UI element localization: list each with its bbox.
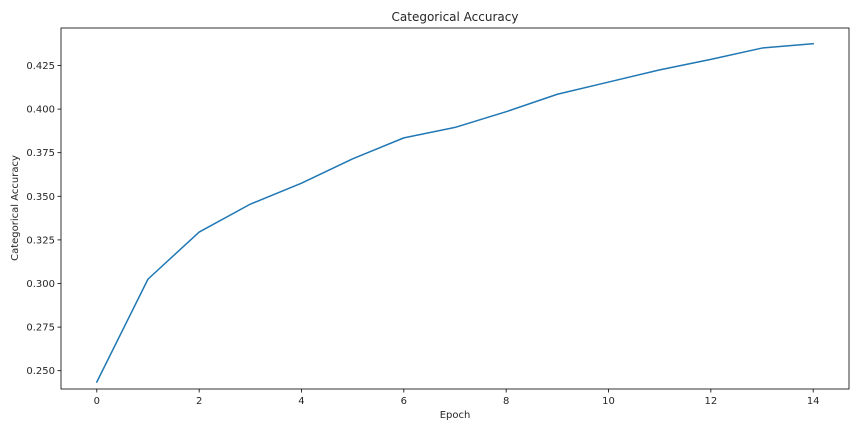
y-axis-ticks: 0.250 0.275 0.300 0.325 0.350 0.375 0.400 0.425 bbox=[26, 61, 61, 377]
series-line bbox=[95, 42, 814, 384]
chart-title: Categorical Accuracy bbox=[392, 10, 519, 24]
x-tick-label: 14 bbox=[807, 396, 820, 407]
y-tick-label: 0.275 bbox=[26, 323, 55, 334]
x-tick-label: 12 bbox=[704, 396, 717, 407]
plot-frame bbox=[60, 27, 850, 390]
y-tick-label: 0.325 bbox=[26, 235, 55, 246]
x-tick-label: 2 bbox=[196, 396, 202, 407]
y-tick-label: 0.350 bbox=[26, 192, 55, 203]
x-tick-label: 0 bbox=[94, 396, 100, 407]
x-tick-label: 6 bbox=[401, 396, 407, 407]
x-tick-label: 4 bbox=[298, 396, 304, 407]
y-tick-label: 0.425 bbox=[26, 61, 55, 72]
x-axis-label: Epoch bbox=[440, 410, 471, 421]
plot-area bbox=[95, 42, 814, 384]
y-tick-label: 0.400 bbox=[26, 105, 55, 116]
y-axis-label: Categorical Accuracy bbox=[10, 155, 21, 261]
x-tick-label: 10 bbox=[602, 396, 615, 407]
x-tick-label: 8 bbox=[503, 396, 509, 407]
x-axis-ticks: 0 2 4 6 8 10 12 14 bbox=[94, 389, 820, 407]
y-tick-label: 0.250 bbox=[26, 366, 55, 377]
y-tick-label: 0.375 bbox=[26, 148, 55, 159]
y-tick-label: 0.300 bbox=[26, 279, 55, 290]
